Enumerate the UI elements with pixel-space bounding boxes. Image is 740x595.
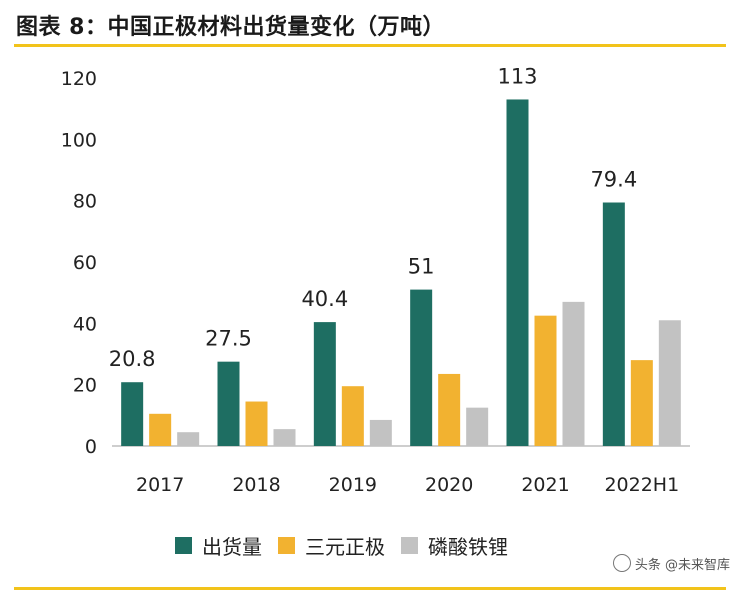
y-tick-label: 80 — [73, 191, 97, 213]
x-tick-label: 2020 — [425, 474, 473, 496]
x-tick-label: 2018 — [232, 474, 280, 496]
bar-shipments — [506, 99, 529, 446]
data-label: 79.4 — [590, 168, 637, 192]
legend-item-lfp: 磷酸铁锂 — [401, 531, 508, 560]
y-tick-label: 20 — [73, 375, 97, 397]
data-label: 40.4 — [301, 287, 348, 311]
legend-label-ternary: 三元正极 — [305, 534, 385, 559]
bar-ternary — [149, 413, 172, 446]
legend-item-shipments: 出货量 — [175, 531, 262, 560]
bar-ternary — [245, 401, 268, 446]
bar-ternary — [341, 386, 364, 446]
y-tick-label: 40 — [73, 313, 97, 335]
x-tick-label: 2019 — [329, 474, 377, 496]
bar-ternary — [630, 360, 653, 446]
y-tick-label: 100 — [61, 129, 97, 151]
x-tick-label: 2022H1 — [604, 474, 679, 496]
data-label: 20.8 — [109, 347, 156, 371]
data-label: 51 — [408, 255, 435, 279]
y-tick-label: 0 — [85, 436, 97, 458]
x-tick-label: 2021 — [521, 474, 569, 496]
watermark: 头条 @未来智库 — [612, 553, 730, 573]
bar-lfp — [658, 320, 681, 446]
legend-label-shipments: 出货量 — [202, 534, 262, 559]
y-tick-label: 120 — [61, 68, 97, 90]
x-tick-label: 2017 — [136, 474, 184, 496]
legend-label-lfp: 磷酸铁锂 — [428, 534, 508, 559]
bar-lfp — [273, 429, 296, 446]
title-bar: 图表 8：中国正极材料出货量变化（万吨） — [14, 6, 726, 47]
legend-swatch-lfp — [401, 536, 418, 554]
bar-shipments — [602, 202, 625, 446]
y-tick-label: 60 — [73, 252, 97, 274]
bar-shipments — [410, 289, 433, 446]
bar-ternary — [534, 315, 557, 446]
bottom-rule — [14, 587, 726, 590]
bar-lfp — [466, 407, 489, 446]
watermark-text: 头条 @未来智库 — [634, 558, 730, 573]
legend-item-ternary: 三元正极 — [278, 531, 385, 560]
bar-shipments — [313, 322, 336, 446]
chart-title: 图表 8：中国正极材料出货量变化（万吨） — [16, 15, 445, 40]
bar-lfp — [369, 419, 392, 446]
legend-swatch-ternary — [278, 536, 295, 554]
data-label: 27.5 — [205, 327, 252, 351]
bar-shipments — [121, 382, 144, 446]
legend-swatch-shipments — [175, 536, 192, 554]
bar-lfp — [562, 301, 585, 446]
wechat-icon — [612, 553, 631, 572]
bar-shipments — [217, 361, 240, 446]
bar-lfp — [177, 432, 200, 446]
data-label: 113 — [497, 64, 537, 88]
chart-legend: 出货量 三元正极 磷酸铁锂 — [175, 530, 508, 560]
bar-ternary — [438, 373, 461, 446]
